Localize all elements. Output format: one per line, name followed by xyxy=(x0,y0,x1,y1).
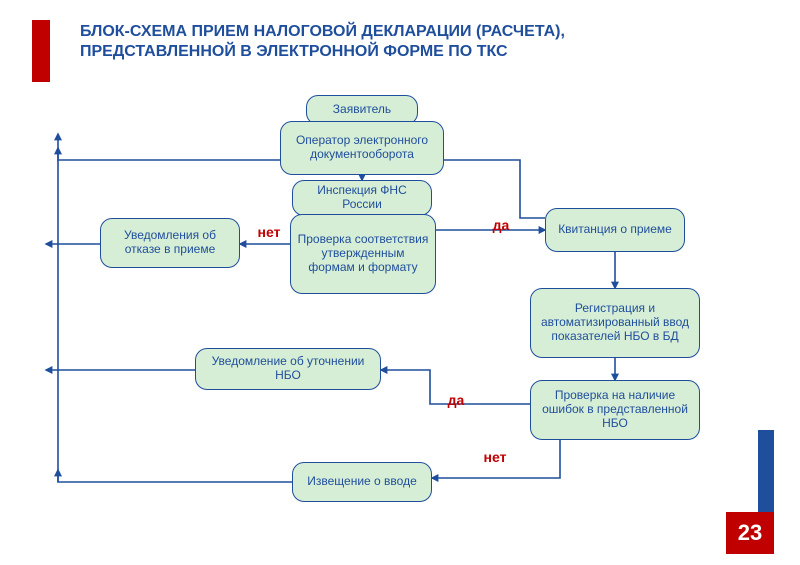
flowchart-node-check_err: Проверка на наличие ошибок в представлен… xyxy=(530,380,700,440)
flowchart-node-check_form: Проверка соответствия утвержденным форма… xyxy=(290,214,436,294)
edge-label-yes2: да xyxy=(445,393,467,407)
accent-bar-right xyxy=(758,430,774,512)
flowchart-node-input_note: Извещение о вводе xyxy=(292,462,432,502)
flowchart-node-inspection: Инспекция ФНС России xyxy=(292,180,432,216)
flowchart-node-clarify: Уведомление об уточнении НБО xyxy=(195,348,381,390)
edge-label-no1: нет xyxy=(254,225,284,239)
flowchart-node-operator: Оператор электронного документооборота xyxy=(280,121,444,175)
accent-bar-left xyxy=(32,20,50,82)
flowchart-node-receipt: Квитанция о приеме xyxy=(545,208,685,252)
page-number-box: 23 xyxy=(726,512,774,554)
page-title: БЛОК-СХЕМА ПРИЕМ НАЛОГОВОЙ ДЕКЛАРАЦИИ (Р… xyxy=(80,22,700,62)
edge-label-no2: нет xyxy=(480,450,510,464)
edge-input_note_left-out_left4 xyxy=(58,470,292,482)
page-number: 23 xyxy=(726,512,774,554)
edge-label-yes1: да xyxy=(490,218,512,232)
flowchart-node-register: Регистрация и автоматизированный ввод по… xyxy=(530,288,700,358)
flowchart-node-refusal: Уведомления об отказе в приеме xyxy=(100,218,240,268)
